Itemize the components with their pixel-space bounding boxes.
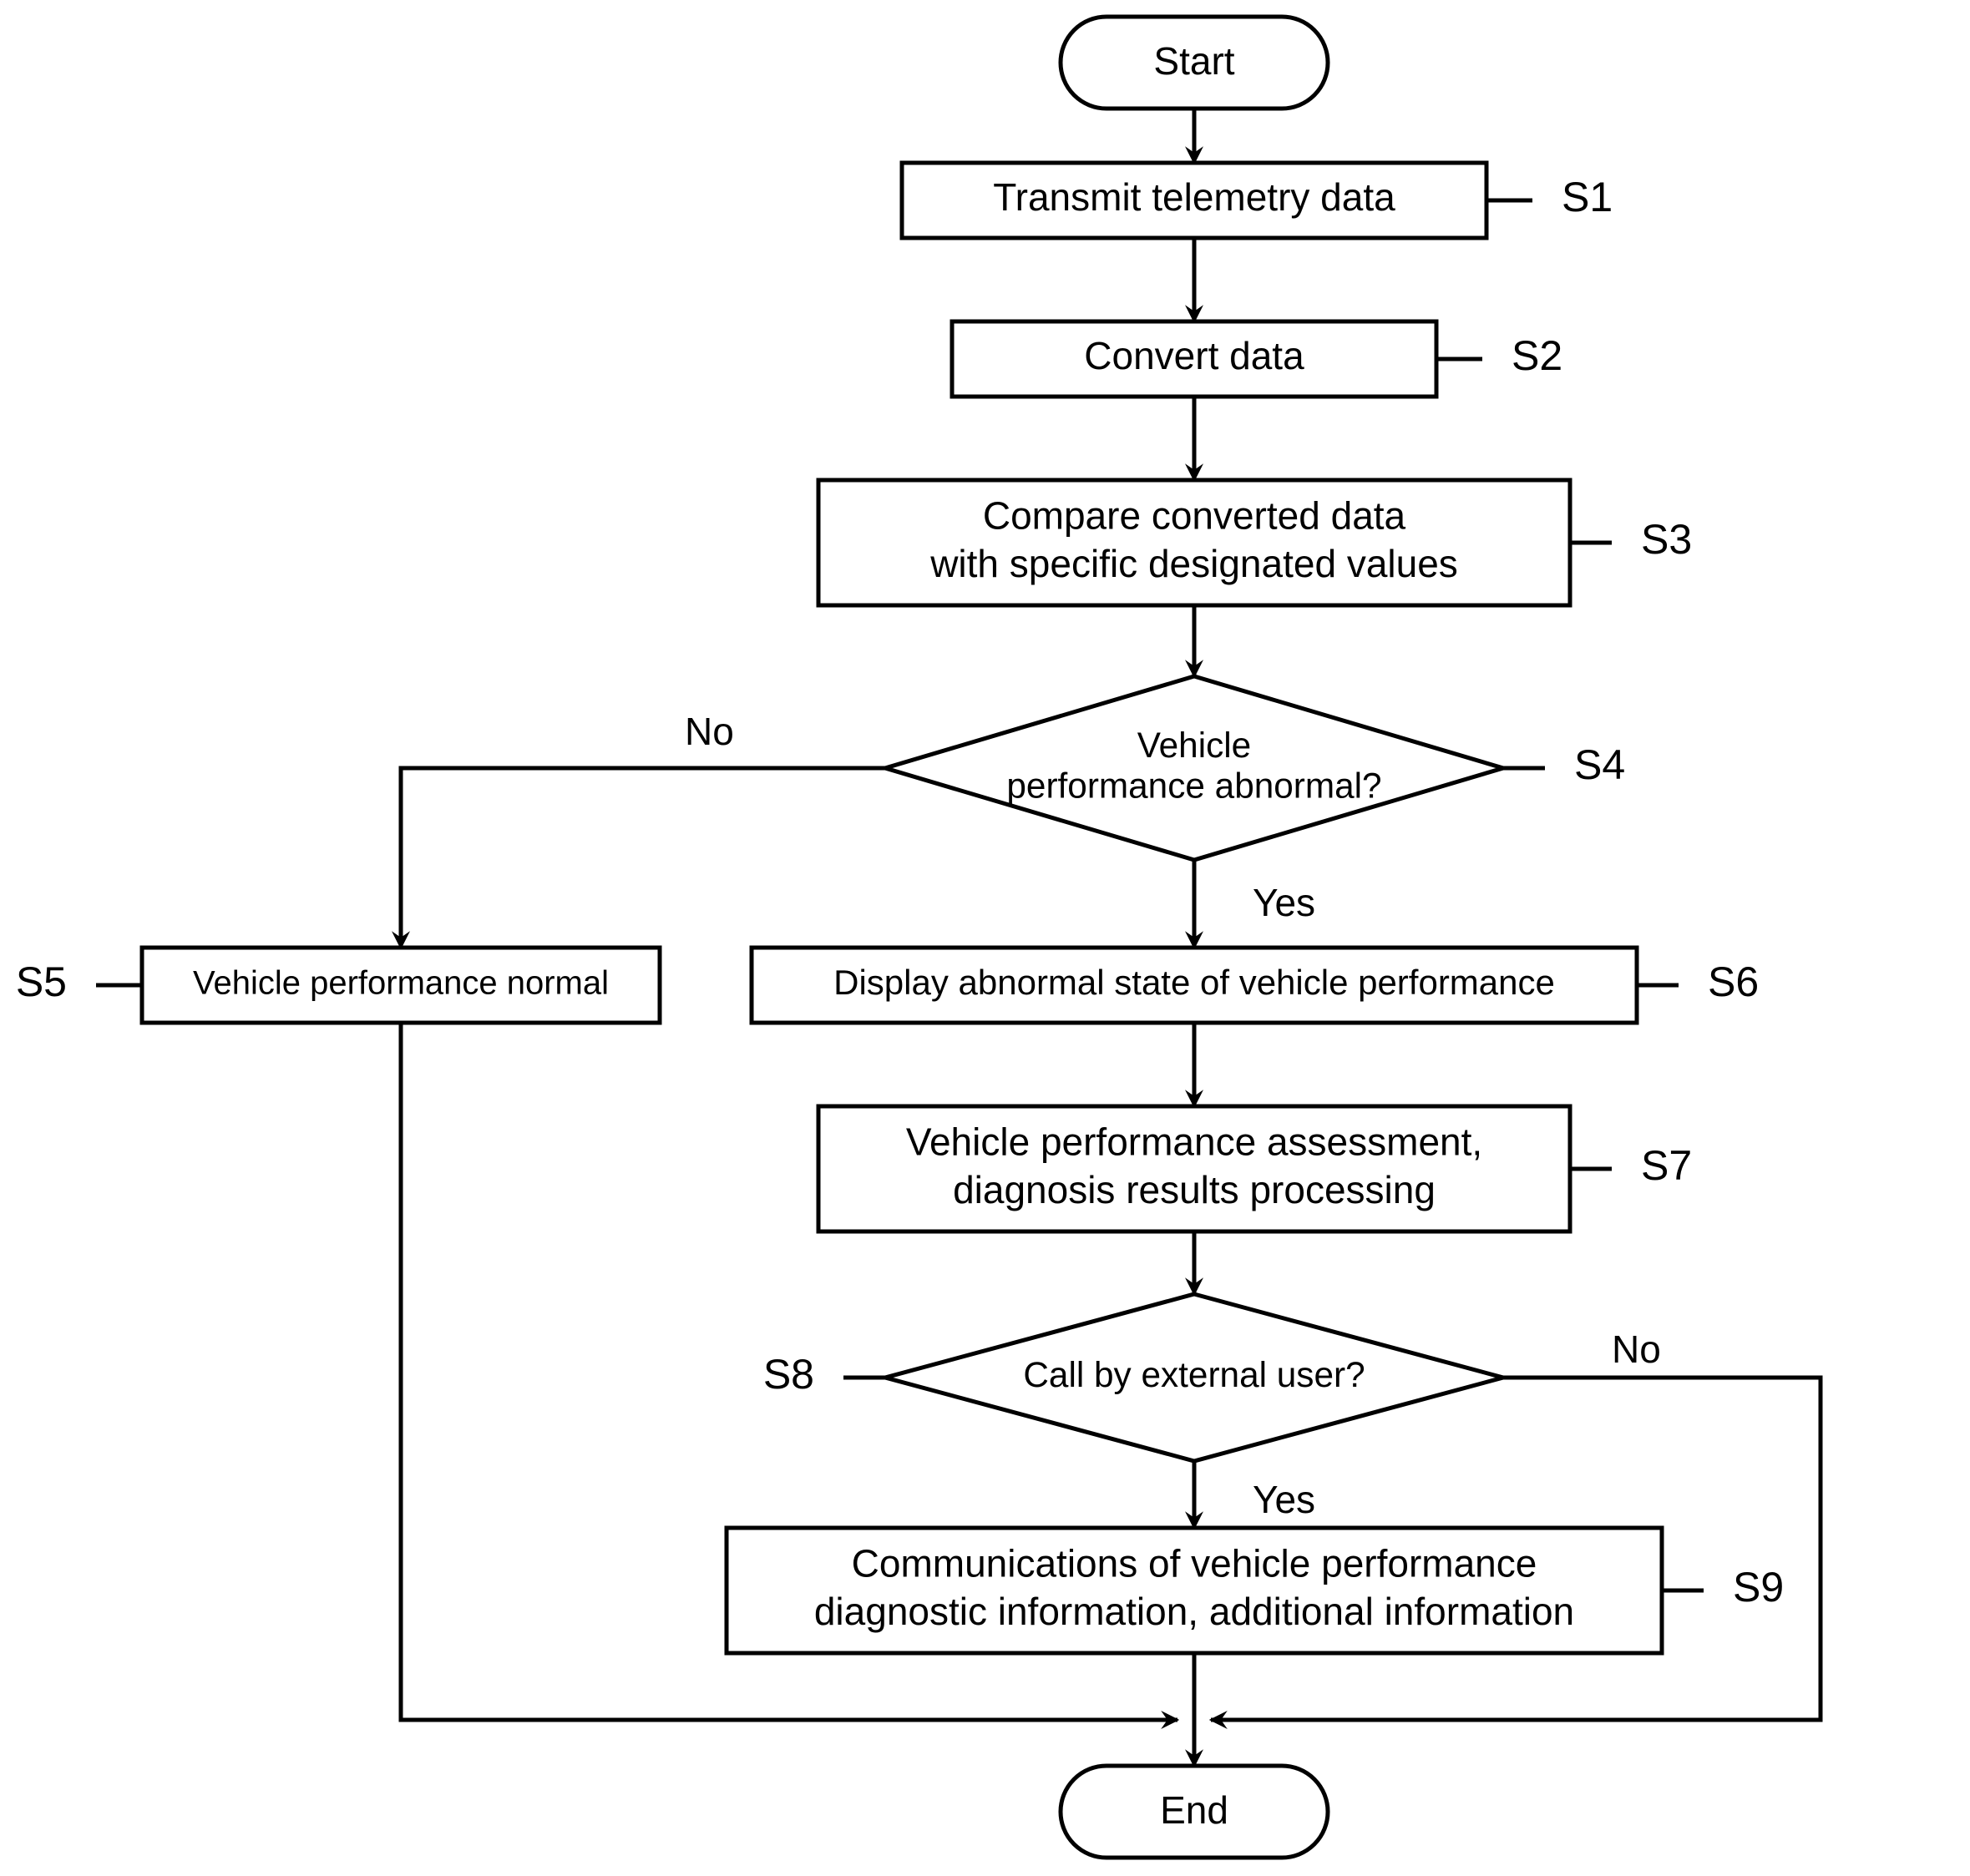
step-s8: S8 <box>763 1351 814 1398</box>
step-s5: S5 <box>16 958 67 1005</box>
branch-s4_no: No <box>685 710 734 753</box>
box-s1-line0: Transmit telemetry data <box>993 175 1395 219</box>
box-s7-line1: diagnosis results processing <box>953 1168 1436 1211</box>
step-s6: S6 <box>1708 958 1759 1005</box>
box-s3-line1: with specific designated values <box>929 542 1458 585</box>
box-s6-line0: Display abnormal state of vehicle perfor… <box>833 963 1555 1002</box>
branch-s8_yes: Yes <box>1253 1478 1315 1521</box>
flowchart: Start End Transmit telemetry data S1 Convert… <box>0 0 1970 1876</box>
diamond-s4-line0: Vehicle <box>1137 726 1251 765</box>
start-label: Start <box>1153 39 1234 83</box>
end-label: End <box>1160 1788 1228 1832</box>
edge-s4-no-s5 <box>401 768 885 948</box>
step-s1: S1 <box>1562 174 1613 220</box>
box-s9-line1: diagnostic information, additional infor… <box>814 1590 1574 1633</box>
box-s3-line0: Compare converted data <box>983 493 1406 537</box>
branch-s4_yes: Yes <box>1253 881 1315 924</box>
step-s4: S4 <box>1574 741 1625 788</box>
branch-s8_no: No <box>1612 1327 1661 1371</box>
diamond-s4-line1: performance abnormal? <box>1006 766 1381 806</box>
diamond-s8-line0: Call by external user? <box>1023 1355 1365 1394</box>
box-s5-line0: Vehicle performance normal <box>193 965 609 1002</box>
step-s9: S9 <box>1733 1564 1784 1611</box>
step-s2: S2 <box>1512 332 1562 379</box>
step-s3: S3 <box>1641 516 1692 563</box>
box-s7-line0: Vehicle performance assessment, <box>906 1120 1482 1163</box>
box-s2-line0: Convert data <box>1084 334 1304 377</box>
step-s7: S7 <box>1641 1142 1692 1189</box>
box-s9-line0: Communications of vehicle performance <box>852 1541 1537 1585</box>
